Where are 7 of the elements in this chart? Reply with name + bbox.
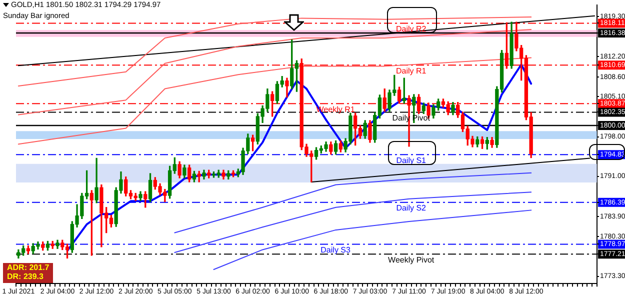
ref-line-label: Daily S1 bbox=[396, 156, 427, 165]
ref-line-label: Daily S3 bbox=[320, 245, 351, 254]
annotation: ADR: 201.7 bbox=[7, 263, 50, 273]
ref-line-label: Daily S2 bbox=[396, 204, 427, 213]
annotation: DR: 239.3 bbox=[7, 272, 44, 282]
ref-line-label: Weekly Pivot bbox=[388, 255, 435, 264]
ref-line-label: Daily R1 bbox=[396, 66, 427, 76]
